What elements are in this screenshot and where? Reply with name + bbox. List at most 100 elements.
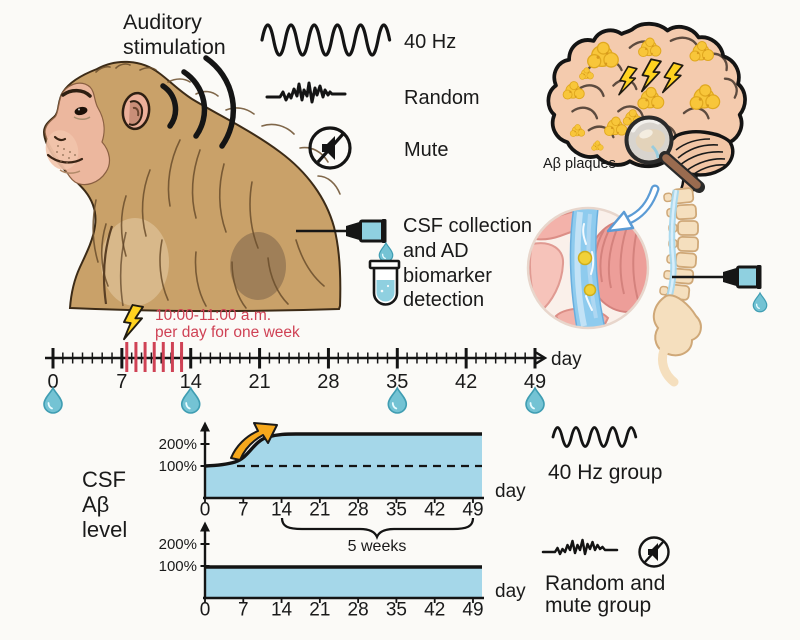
needle-taper xyxy=(723,267,738,287)
sine-wave-icon xyxy=(551,426,638,448)
brace xyxy=(280,517,475,540)
x-tick-label: 21 xyxy=(309,600,330,621)
x-tick-label: 7 xyxy=(238,500,249,521)
monkey-haunch xyxy=(230,232,286,300)
chart-random-mute: 200% 100% day 0 7 14 21 28 35 42 49 xyxy=(159,521,526,621)
stim-label-random: Random xyxy=(404,87,480,109)
monkey-illustration xyxy=(42,55,342,313)
random-wave-icon xyxy=(541,538,619,556)
needle-taper xyxy=(346,221,361,241)
stim-note-line2: per day for one week xyxy=(155,324,300,341)
legend-random-mute: Random and mute group xyxy=(541,536,670,617)
charts-ylabel-line2: Aβ xyxy=(82,492,109,517)
timeline-day-labels: 0 7 14 21 28 35 42 49 xyxy=(47,371,546,393)
monkey-fur-strokes xyxy=(92,63,341,309)
monkey-mouth xyxy=(46,153,84,164)
csf-collection-needle xyxy=(296,219,401,306)
needle-flange xyxy=(756,265,762,289)
y-axis-arrowhead xyxy=(200,421,210,432)
coccyx xyxy=(657,345,679,387)
xaxis-label: day xyxy=(495,481,526,502)
monkey-eyelid xyxy=(73,116,91,120)
xaxis-label: day xyxy=(495,581,526,602)
csf-note-line3: biomarker xyxy=(403,265,492,287)
charts-ylabel-line1: CSF xyxy=(82,467,126,492)
timeline-day-label: 35 xyxy=(386,371,408,393)
monkey-belly xyxy=(101,218,169,306)
area-fill xyxy=(205,434,482,498)
magnifier-icon xyxy=(624,115,705,193)
needle-flange xyxy=(381,219,387,243)
auditory-title-line1: Auditory xyxy=(123,10,202,34)
x-tick-label: 49 xyxy=(462,600,483,621)
timeline-ticks xyxy=(51,348,537,369)
monkey-brow xyxy=(61,88,92,98)
csf-note-line4: detection xyxy=(403,289,484,311)
brace-label: 5 weeks xyxy=(348,538,407,555)
sine-wave-icon xyxy=(260,23,392,57)
ytick-200-label: 200% xyxy=(159,436,197,453)
monkey-eye xyxy=(74,106,88,116)
monkey-arm-line xyxy=(119,231,127,307)
x-tick-label: 42 xyxy=(424,500,445,521)
x-tick-label: 21 xyxy=(309,500,330,521)
x-tick-label: 0 xyxy=(200,600,211,621)
stim-note-line1: 10:00-11:00 a.m. xyxy=(155,307,271,324)
timeline-day-label: 0 xyxy=(47,371,58,393)
inset-rim xyxy=(526,206,650,330)
timeline-arrowhead xyxy=(535,351,548,365)
x-tick-label: 35 xyxy=(386,500,407,521)
monkey-nostril xyxy=(53,135,67,142)
needle-hub xyxy=(736,265,759,289)
chart2-xticks: 0 7 14 21 28 35 42 49 xyxy=(200,598,484,621)
monkey-eye-glint xyxy=(78,108,80,111)
auditory-title-line2: stimulation xyxy=(123,35,226,59)
chart-40hz: 200% 100% day 0 7 14 21 28 35 42 49 5 weeks xyxy=(159,421,526,555)
spine-illustration xyxy=(652,187,702,387)
group1-label: 40 Hz group xyxy=(548,461,662,484)
timeline-day-label: 7 xyxy=(116,371,127,393)
mute-icon xyxy=(308,126,352,170)
csf-note-line1: CSF collection xyxy=(403,215,532,237)
sacrum xyxy=(652,294,702,357)
x-tick-label: 35 xyxy=(386,600,407,621)
increase-arrow-icon xyxy=(230,422,278,461)
timeline-day-label: 21 xyxy=(248,371,270,393)
abeta-dot xyxy=(583,283,597,297)
timeline-day-label: 42 xyxy=(455,371,477,393)
monkey-chin xyxy=(59,169,81,174)
x-tick-label: 0 xyxy=(200,500,211,521)
random-wave-icon xyxy=(265,81,347,104)
lumbar-needle xyxy=(672,265,768,313)
brain-illustration xyxy=(546,21,747,192)
monkey-ear-inner xyxy=(128,100,144,126)
ytick-200-label: 200% xyxy=(159,536,197,553)
x-tick-label: 14 xyxy=(271,600,293,621)
sound-waves-icon xyxy=(160,55,237,149)
test-tube-icon xyxy=(368,259,401,306)
timeline-axis-label: day xyxy=(551,349,582,370)
stimulation-ticks xyxy=(125,342,184,372)
group2-label-line2: mute group xyxy=(545,594,651,617)
timeline-day-label: 14 xyxy=(180,371,202,393)
group2-label-line1: Random and xyxy=(545,572,665,595)
mute-icon xyxy=(638,536,670,568)
timeline: 0 7 14 21 28 35 42 49 10:00-11:00 a.m. per day … xyxy=(43,304,582,414)
stim-label-40hz: 40 Hz xyxy=(404,31,456,53)
abeta-dot xyxy=(577,250,593,266)
level-curve xyxy=(204,432,482,468)
x-tick-label: 7 xyxy=(238,600,249,621)
x-tick-label: 42 xyxy=(424,600,445,621)
chart1-xticks: 0 7 14 21 28 35 42 49 xyxy=(200,498,484,521)
needle-hub xyxy=(359,219,384,243)
stim-label-mute: Mute xyxy=(404,139,448,161)
timeline-day-label: 28 xyxy=(317,371,339,393)
monkey-whisker-dots xyxy=(56,145,76,164)
x-tick-label: 28 xyxy=(348,600,369,621)
monkey-ear-fold xyxy=(132,106,140,117)
zoom-arrow xyxy=(606,184,660,233)
timeline-day-label: 49 xyxy=(524,371,546,393)
y-axis-arrowhead xyxy=(200,521,210,532)
